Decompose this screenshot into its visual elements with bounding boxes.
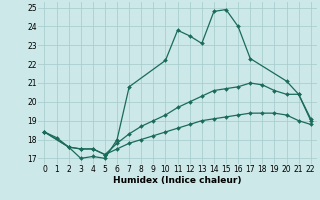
X-axis label: Humidex (Indice chaleur): Humidex (Indice chaleur) <box>113 176 242 185</box>
